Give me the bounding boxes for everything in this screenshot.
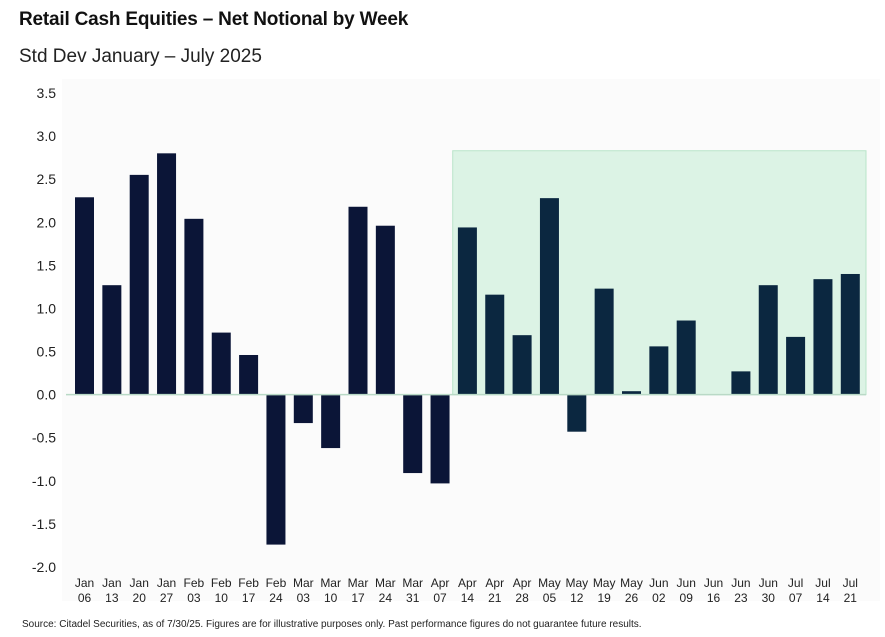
x-tick-label: Mar 10	[320, 576, 341, 605]
x-tick-label: May 05	[538, 576, 561, 605]
x-tick-label: May 26	[620, 576, 643, 605]
bar	[567, 394, 587, 432]
bar	[539, 198, 559, 395]
bar	[102, 285, 122, 395]
x-tick-label: Feb 17	[238, 576, 259, 605]
bar	[786, 336, 806, 395]
bar	[840, 273, 860, 395]
y-tick-label: -1.5	[32, 516, 56, 532]
chart-title: Retail Cash Equities – Net Notional by W…	[19, 9, 409, 30]
y-tick-label: -0.5	[32, 430, 56, 446]
bar	[457, 227, 477, 395]
y-tick-label: 2.0	[37, 214, 57, 230]
y-tick-label: 0.5	[37, 344, 57, 360]
x-tick-label: Mar 17	[348, 576, 369, 605]
bars	[75, 153, 860, 545]
x-tick-label: Jan 20	[130, 576, 149, 605]
bar	[649, 346, 669, 395]
x-tick-label: Jan 27	[157, 576, 176, 605]
bar	[129, 174, 149, 395]
bar	[348, 206, 368, 395]
bar	[403, 394, 423, 474]
bar	[758, 285, 778, 395]
bar	[321, 394, 341, 449]
bar	[375, 225, 395, 395]
x-tick-label: Jun 30	[759, 576, 778, 605]
bar	[813, 279, 833, 395]
x-tick-label: Jun 09	[677, 576, 696, 605]
x-tick-label: Feb 10	[211, 576, 232, 605]
y-tick-label: 3.5	[37, 85, 57, 101]
bar	[239, 354, 259, 395]
x-tick-label: Apr 28	[513, 576, 532, 605]
x-tick-label: Apr 21	[485, 576, 504, 605]
bar	[184, 218, 204, 395]
chart-subtitle: Std Dev January – July 2025	[19, 46, 262, 67]
x-tick-label: Feb 24	[266, 576, 287, 605]
x-tick-label: Jun 02	[649, 576, 668, 605]
x-tick-label: Jun 16	[704, 576, 723, 605]
bar	[266, 394, 286, 545]
bar	[430, 394, 450, 484]
bar	[157, 153, 177, 395]
bar	[622, 391, 641, 395]
x-tick-label: Jan 13	[102, 576, 121, 605]
y-tick-label: 3.0	[37, 128, 57, 144]
x-tick-label: May 19	[593, 576, 616, 605]
bar	[75, 197, 94, 395]
y-tick-label: 1.5	[37, 257, 57, 273]
x-tick-label: Mar 03	[293, 576, 314, 605]
y-tick-label: 0.0	[37, 387, 57, 403]
y-axis-ticks: 3.5 3.0 2.5 2.0 1.5 1.0 0.5 0.0 -0.5 -1.0 -1.5 -2.0	[32, 85, 56, 575]
x-tick-label: May 12	[565, 576, 588, 605]
x-tick-label: Jun 23	[731, 576, 750, 605]
x-tick-label: Apr 14	[458, 576, 477, 605]
source-note: Source: Citadel Securities, as of 7/30/2…	[22, 619, 642, 630]
x-tick-label: Apr 07	[431, 576, 450, 605]
bar	[485, 294, 505, 395]
y-tick-label: -1.0	[32, 473, 56, 489]
x-tick-label: Mar 31	[402, 576, 423, 605]
bar	[594, 288, 614, 395]
y-tick-label: 2.5	[37, 171, 57, 187]
x-tick-label: Jul 14	[815, 576, 830, 605]
bar	[676, 320, 696, 395]
x-tick-label: Jul 21	[843, 576, 858, 605]
bar	[293, 394, 313, 424]
x-tick-label: Mar 24	[375, 576, 396, 605]
y-tick-label: -2.0	[32, 559, 56, 575]
bar	[512, 335, 532, 395]
bar	[731, 371, 751, 395]
x-axis-ticks: Jan 06 Jan 13 Jan 20 Jan 27 Feb 03 Feb 10 Feb 17 Feb 24…	[75, 576, 858, 605]
bar	[211, 332, 231, 395]
y-tick-label: 1.0	[37, 300, 57, 316]
x-tick-label: Jul 07	[788, 576, 803, 605]
x-tick-label: Feb 03	[184, 576, 205, 605]
x-tick-label: Jan 06	[75, 576, 94, 605]
